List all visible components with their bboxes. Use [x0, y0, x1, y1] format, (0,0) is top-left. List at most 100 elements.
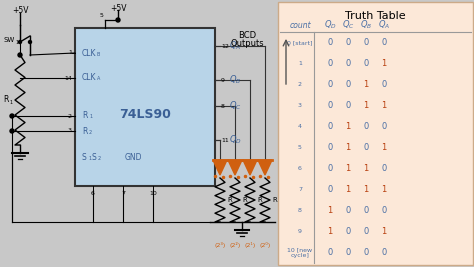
Text: 0: 0: [364, 248, 369, 257]
Text: 1: 1: [298, 61, 302, 66]
Text: 0: 0: [364, 227, 369, 236]
Text: $Q_A$: $Q_A$: [229, 40, 241, 52]
Text: (2²): (2²): [229, 242, 241, 248]
Text: 1: 1: [88, 156, 91, 162]
Text: 2: 2: [68, 113, 72, 119]
Text: 10 [new
cycle]: 10 [new cycle]: [287, 247, 312, 258]
Text: 1: 1: [89, 115, 92, 120]
Text: (2⁰): (2⁰): [259, 242, 271, 248]
Circle shape: [28, 41, 31, 44]
Text: 0: 0: [364, 122, 369, 131]
Text: 2: 2: [298, 82, 302, 87]
Polygon shape: [258, 160, 272, 175]
Text: 7: 7: [298, 187, 302, 192]
Text: 1: 1: [15, 40, 18, 45]
Text: 1: 1: [328, 227, 333, 236]
Text: 0: 0: [364, 38, 369, 47]
Text: A: A: [97, 77, 100, 81]
Text: count: count: [289, 21, 311, 29]
Text: 3: 3: [298, 103, 302, 108]
Text: 1: 1: [364, 101, 369, 110]
Circle shape: [10, 114, 14, 118]
Text: 0: 0: [382, 122, 387, 131]
Text: 0: 0: [328, 185, 333, 194]
Text: 2: 2: [89, 129, 92, 135]
Text: 1: 1: [68, 50, 72, 56]
Text: 1: 1: [382, 185, 387, 194]
Text: $Q_B$: $Q_B$: [360, 19, 372, 31]
Text: (2¹): (2¹): [245, 242, 255, 248]
Text: R: R: [257, 197, 262, 203]
Text: 0: 0: [346, 206, 351, 215]
Text: SW: SW: [4, 37, 15, 43]
Text: 1: 1: [382, 143, 387, 152]
Text: 8: 8: [298, 208, 302, 213]
Text: 1: 1: [9, 100, 12, 104]
Text: 0: 0: [346, 38, 351, 47]
Text: 0: 0: [346, 59, 351, 68]
Text: 5: 5: [298, 145, 302, 150]
Text: R: R: [227, 197, 232, 203]
Circle shape: [116, 18, 120, 22]
Text: CLK: CLK: [82, 73, 97, 83]
Text: 1: 1: [346, 185, 351, 194]
Text: $Q_A$: $Q_A$: [378, 19, 390, 31]
Text: 4: 4: [298, 124, 302, 129]
Text: R: R: [272, 197, 277, 203]
Polygon shape: [213, 160, 227, 175]
Text: 11: 11: [221, 138, 229, 143]
Text: 0: 0: [382, 80, 387, 89]
Text: 1: 1: [346, 122, 351, 131]
Text: 1: 1: [364, 185, 369, 194]
Text: $Q_C$: $Q_C$: [342, 19, 355, 31]
Polygon shape: [228, 160, 242, 175]
Text: 0: 0: [346, 248, 351, 257]
Text: 0: 0: [328, 248, 333, 257]
Polygon shape: [243, 160, 257, 175]
Text: 0: 0: [382, 164, 387, 173]
Text: Truth Table: Truth Table: [345, 11, 406, 21]
Text: $Q_D$: $Q_D$: [324, 19, 337, 31]
Text: CLK: CLK: [82, 49, 97, 57]
Text: 1: 1: [364, 164, 369, 173]
Text: 0: 0: [328, 122, 333, 131]
Text: 6: 6: [91, 191, 95, 196]
Text: GND: GND: [125, 154, 143, 163]
Text: 1: 1: [382, 101, 387, 110]
Text: 0: 0: [382, 38, 387, 47]
Text: 0 [start]: 0 [start]: [287, 40, 313, 45]
Text: 9: 9: [221, 77, 225, 83]
Text: 10: 10: [149, 191, 157, 196]
Text: 0: 0: [328, 101, 333, 110]
Text: R: R: [82, 112, 87, 120]
Text: 5: 5: [100, 13, 104, 18]
Text: 0: 0: [328, 80, 333, 89]
Text: R: R: [3, 96, 9, 104]
Text: 0: 0: [346, 80, 351, 89]
Text: B: B: [97, 52, 100, 57]
FancyBboxPatch shape: [278, 2, 473, 265]
Text: S: S: [82, 154, 87, 163]
Text: R: R: [82, 127, 87, 135]
Text: 1: 1: [328, 206, 333, 215]
Text: 0: 0: [346, 227, 351, 236]
Text: 0: 0: [328, 143, 333, 152]
Text: 6: 6: [298, 166, 302, 171]
Text: 1: 1: [346, 164, 351, 173]
Text: Outputs: Outputs: [230, 40, 264, 49]
Text: 1: 1: [382, 59, 387, 68]
Text: $Q_C$: $Q_C$: [229, 100, 242, 112]
Text: 0: 0: [382, 248, 387, 257]
Text: 7: 7: [121, 191, 125, 196]
Text: BCD: BCD: [238, 30, 256, 40]
Text: 0: 0: [328, 59, 333, 68]
Text: 1: 1: [346, 143, 351, 152]
Text: 0: 0: [382, 206, 387, 215]
Text: 1: 1: [364, 80, 369, 89]
Text: 8: 8: [221, 104, 225, 108]
Text: 14: 14: [64, 76, 72, 80]
FancyBboxPatch shape: [75, 28, 215, 186]
Text: 0: 0: [328, 164, 333, 173]
Circle shape: [18, 53, 22, 57]
Text: 2: 2: [98, 156, 101, 162]
